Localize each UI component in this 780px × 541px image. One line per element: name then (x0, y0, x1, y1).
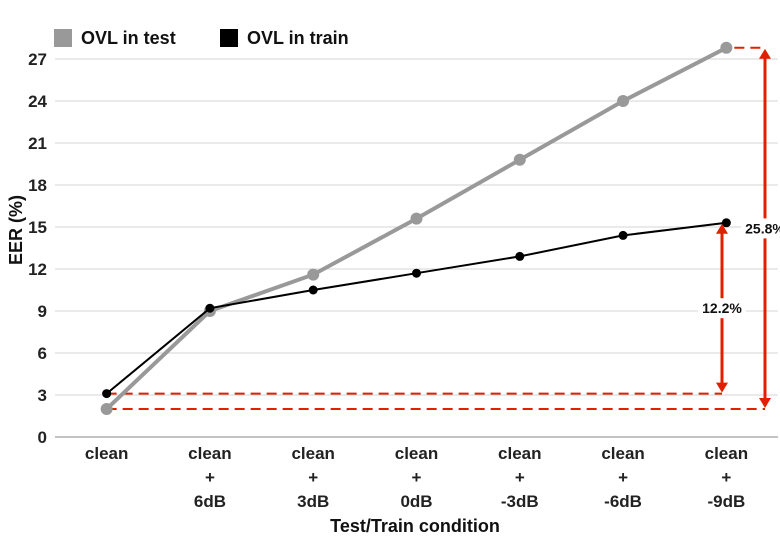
legend-swatch-ovl-in-train (220, 29, 238, 47)
annotation-label-bg (698, 298, 746, 319)
data-point-ovl-in-train (205, 303, 215, 313)
legend-swatch-ovl-in-test (54, 29, 72, 47)
data-point-ovl-in-train (515, 251, 525, 261)
data-point-ovl-in-test (100, 403, 113, 415)
data-point-ovl-in-train (618, 230, 628, 240)
x-tick-label-group: clean + -3dB (498, 444, 541, 511)
data-point-ovl-in-test (617, 95, 630, 107)
y-tick-label: 9 (38, 302, 47, 321)
x-tick-label: + (412, 468, 422, 487)
x-tick-label: + (308, 468, 318, 487)
x-tick-label-group: clean + -9dB (705, 444, 748, 511)
y-tick-label: 24 (28, 92, 47, 111)
y-axis-title: EER (%) (6, 195, 26, 265)
x-tick-label: 0dB (400, 492, 432, 511)
x-tick-label: clean (395, 444, 438, 463)
x-axis-ticks: clean clean +6dB clean +3dB clean +0dB clean + -3… (85, 444, 748, 511)
annotation-label: 12.2% (702, 300, 742, 316)
legend-label-ovl-in-train: OVL in train (247, 28, 349, 48)
x-tick-label: 3dB (297, 492, 329, 511)
y-tick-label: 12 (28, 260, 47, 279)
data-point-ovl-in-test (307, 268, 320, 281)
y-tick-label: 0 (38, 428, 47, 447)
y-tick-label: 3 (38, 386, 47, 405)
series-line-ovl-in-train (106, 221, 727, 395)
x-tick-label: -6dB (604, 492, 642, 511)
x-tick-label: clean (291, 444, 334, 463)
x-tick-label-group: clean (85, 444, 128, 463)
data-point-ovl-in-train (721, 218, 731, 228)
data-point-ovl-in-train (102, 389, 112, 399)
y-tick-label: 21 (28, 134, 47, 153)
x-tick-label-group: clean +3dB (291, 444, 334, 511)
x-tick-label: 6dB (194, 492, 226, 511)
annotation-label-bg (741, 218, 780, 239)
legend: OVL in test OVL in train (54, 28, 349, 48)
x-tick-label: clean (85, 444, 128, 463)
y-axis-ticks: 0 3 6 9 12 15 18 21 24 27 (28, 50, 47, 447)
annotation-label: 25.8% (745, 220, 780, 236)
x-tick-label: + (205, 468, 215, 487)
x-tick-label: + (618, 468, 628, 487)
annotation-guides (106, 46, 765, 410)
data-point-ovl-in-train (412, 268, 421, 278)
x-tick-label: -9dB (707, 492, 745, 511)
x-tick-label: + (515, 468, 525, 487)
x-tick-label-group: clean +6dB (188, 444, 231, 511)
annotations: 12.2% 25.8% (698, 48, 780, 408)
y-tick-label: 27 (28, 50, 47, 69)
x-tick-label: -3dB (501, 492, 539, 511)
y-tick-label: 6 (38, 344, 47, 363)
x-axis-title: Test/Train condition (330, 516, 500, 536)
series-line-ovl-in-test (105, 46, 728, 411)
legend-label-ovl-in-test: OVL in test (81, 28, 176, 48)
gridlines (55, 58, 778, 438)
x-tick-label: clean (188, 444, 231, 463)
x-tick-label: + (721, 468, 731, 487)
x-tick-label-group: clean + -6dB (601, 444, 644, 511)
y-tick-label: 18 (28, 176, 47, 195)
data-point-ovl-in-train (308, 285, 318, 295)
x-tick-label: clean (601, 444, 644, 463)
data-point-ovl-in-test (513, 153, 526, 166)
y-tick-label: 15 (28, 218, 47, 237)
x-tick-label: clean (705, 444, 748, 463)
series (100, 41, 733, 415)
data-point-ovl-in-test (720, 41, 733, 54)
data-point-ovl-in-test (410, 212, 423, 225)
x-tick-label: clean (498, 444, 541, 463)
x-tick-label-group: clean +0dB (395, 444, 438, 511)
